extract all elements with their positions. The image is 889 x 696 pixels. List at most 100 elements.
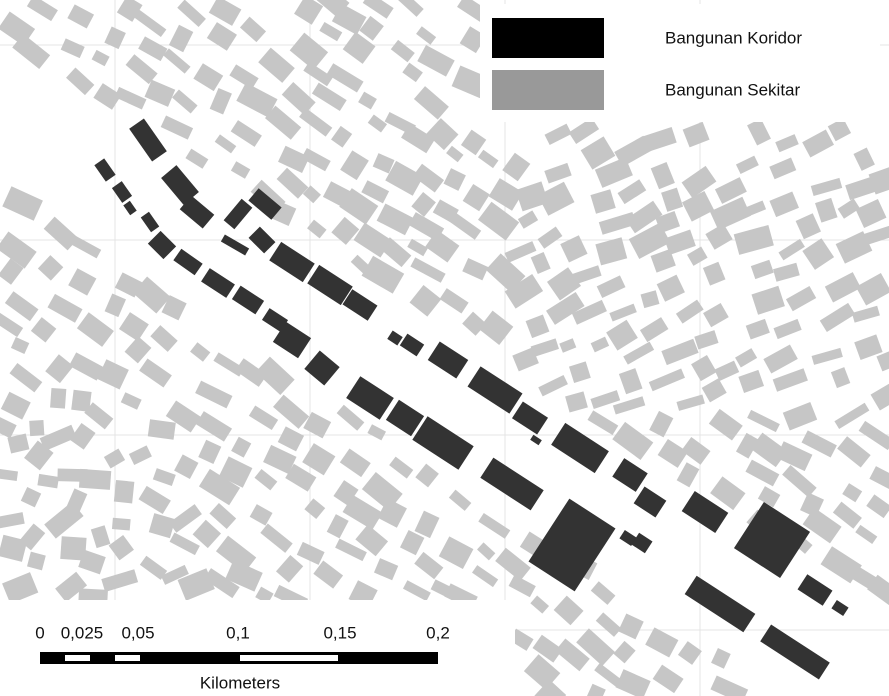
- building: [355, 524, 389, 557]
- building: [289, 32, 329, 70]
- building: [702, 261, 726, 286]
- building: [502, 152, 531, 182]
- building: [682, 191, 715, 222]
- building: [855, 524, 878, 544]
- building: [39, 424, 77, 452]
- building: [326, 63, 364, 93]
- building: [640, 126, 677, 153]
- building: [9, 362, 43, 393]
- building: [29, 420, 45, 437]
- building: [410, 257, 446, 283]
- building: [111, 517, 131, 531]
- building: [0, 413, 17, 439]
- corridor-building: [551, 422, 609, 474]
- building: [661, 338, 699, 366]
- building: [446, 210, 482, 240]
- building: [745, 318, 770, 340]
- building: [751, 285, 785, 315]
- building: [411, 191, 436, 217]
- building: [148, 513, 176, 539]
- building: [7, 433, 30, 454]
- building: [231, 436, 252, 458]
- building: [537, 226, 563, 249]
- building: [661, 187, 684, 212]
- building: [203, 568, 240, 599]
- building: [69, 422, 96, 450]
- building: [750, 259, 774, 280]
- building: [568, 361, 591, 384]
- building: [565, 391, 588, 413]
- corridor-building: [530, 434, 542, 446]
- corridor-building: [307, 264, 353, 306]
- corridor-building: [619, 529, 637, 547]
- building: [568, 265, 602, 286]
- building: [93, 83, 122, 110]
- building: [614, 135, 652, 167]
- corridor-building: [248, 188, 282, 220]
- building: [709, 196, 751, 231]
- corridor-building: [269, 241, 315, 283]
- building: [76, 312, 114, 347]
- building: [229, 64, 259, 90]
- building: [174, 454, 199, 479]
- corridor-building: [797, 574, 833, 606]
- building: [198, 439, 222, 465]
- building: [650, 249, 676, 273]
- building: [215, 535, 257, 574]
- building: [640, 290, 660, 309]
- building: [538, 374, 568, 397]
- building: [302, 185, 321, 204]
- building: [708, 408, 743, 441]
- building: [258, 47, 295, 83]
- building: [208, 0, 242, 26]
- building: [478, 310, 514, 345]
- building: [775, 441, 813, 472]
- legend-swatch: [492, 18, 604, 58]
- building: [590, 336, 610, 353]
- building: [168, 24, 194, 53]
- building: [281, 81, 316, 116]
- scale-label: 0: [35, 623, 44, 642]
- building: [47, 293, 83, 323]
- building: [655, 211, 681, 234]
- building: [407, 238, 428, 257]
- building: [625, 200, 663, 234]
- building: [615, 669, 651, 696]
- building: [832, 501, 862, 529]
- corridor-building: [831, 599, 849, 617]
- building: [530, 251, 551, 275]
- corridor-building: [111, 181, 133, 203]
- building: [830, 367, 851, 389]
- building: [198, 468, 241, 506]
- building: [0, 231, 37, 269]
- building: [303, 411, 332, 439]
- building: [438, 536, 474, 570]
- building: [705, 223, 733, 250]
- corridor-building: [140, 211, 160, 233]
- scale-segment: [40, 652, 65, 664]
- building: [462, 258, 489, 281]
- building: [255, 586, 274, 605]
- building: [372, 153, 395, 174]
- building: [255, 356, 295, 396]
- building: [778, 238, 805, 261]
- building: [169, 532, 200, 556]
- building: [785, 285, 817, 312]
- corridor-building: [220, 234, 250, 256]
- building: [618, 368, 643, 395]
- building: [20, 487, 42, 508]
- building: [67, 4, 95, 29]
- building: [248, 405, 279, 431]
- scale-bar: 0 0,025 0,05 0,1 0,15 0,2 Kilometers: [35, 623, 450, 692]
- building: [384, 111, 416, 136]
- scale-segment: [240, 655, 338, 661]
- building: [451, 65, 489, 99]
- building: [853, 147, 875, 171]
- building: [390, 39, 415, 63]
- building: [488, 178, 524, 211]
- building: [335, 538, 367, 562]
- building: [664, 229, 696, 255]
- building: [361, 472, 403, 511]
- building: [214, 134, 237, 154]
- building: [537, 181, 575, 216]
